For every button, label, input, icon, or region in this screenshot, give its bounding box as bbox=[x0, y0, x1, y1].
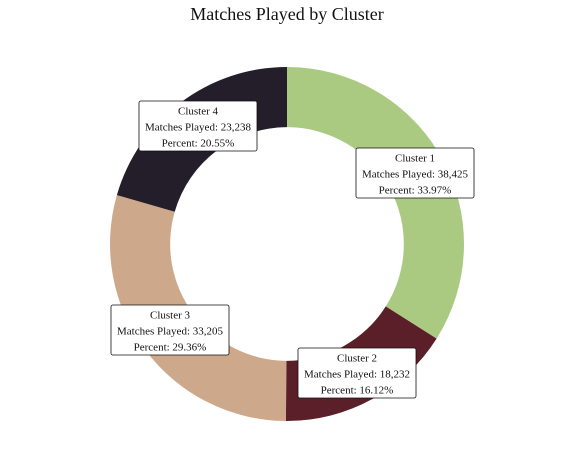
label-box bbox=[110, 304, 230, 356]
label-percent: Percent: 20.55% bbox=[162, 138, 235, 150]
label-cluster-name: Cluster 2 bbox=[337, 353, 377, 365]
slice-label-3: Cluster 3 Matches Played: 33,205 Percent: … bbox=[110, 304, 230, 356]
label-matches-played: Matches Played: 38,425 bbox=[362, 169, 469, 181]
label-matches-played: Matches Played: 33,205 bbox=[117, 326, 224, 338]
label-box bbox=[355, 147, 475, 199]
slice-label-4: Cluster 4 Matches Played: 23,238 Percent: … bbox=[138, 100, 258, 152]
slice-cluster-1 bbox=[287, 67, 464, 339]
label-percent: Percent: 33.97% bbox=[379, 185, 452, 197]
label-cluster-name: Cluster 1 bbox=[395, 153, 435, 165]
slice-label-1: Cluster 1 Matches Played: 38,425 Percent: … bbox=[355, 147, 475, 199]
label-box bbox=[138, 100, 258, 152]
label-percent: Percent: 29.36% bbox=[134, 342, 207, 354]
slice-label-2: Cluster 2 Matches Played: 18,232 Percent: … bbox=[297, 347, 417, 399]
label-percent: Percent: 16.12% bbox=[321, 385, 394, 397]
label-matches-played: Matches Played: 23,238 bbox=[145, 122, 252, 134]
label-cluster-name: Cluster 4 bbox=[178, 106, 219, 118]
slice-labels: Cluster 1 Matches Played: 38,425 Percent: … bbox=[110, 100, 475, 399]
slice-cluster-3 bbox=[109, 195, 287, 421]
label-matches-played: Matches Played: 18,232 bbox=[304, 369, 410, 381]
chart-title: Matches Played by Cluster bbox=[190, 4, 383, 24]
label-cluster-name: Cluster 3 bbox=[150, 310, 191, 322]
label-box bbox=[297, 347, 417, 399]
